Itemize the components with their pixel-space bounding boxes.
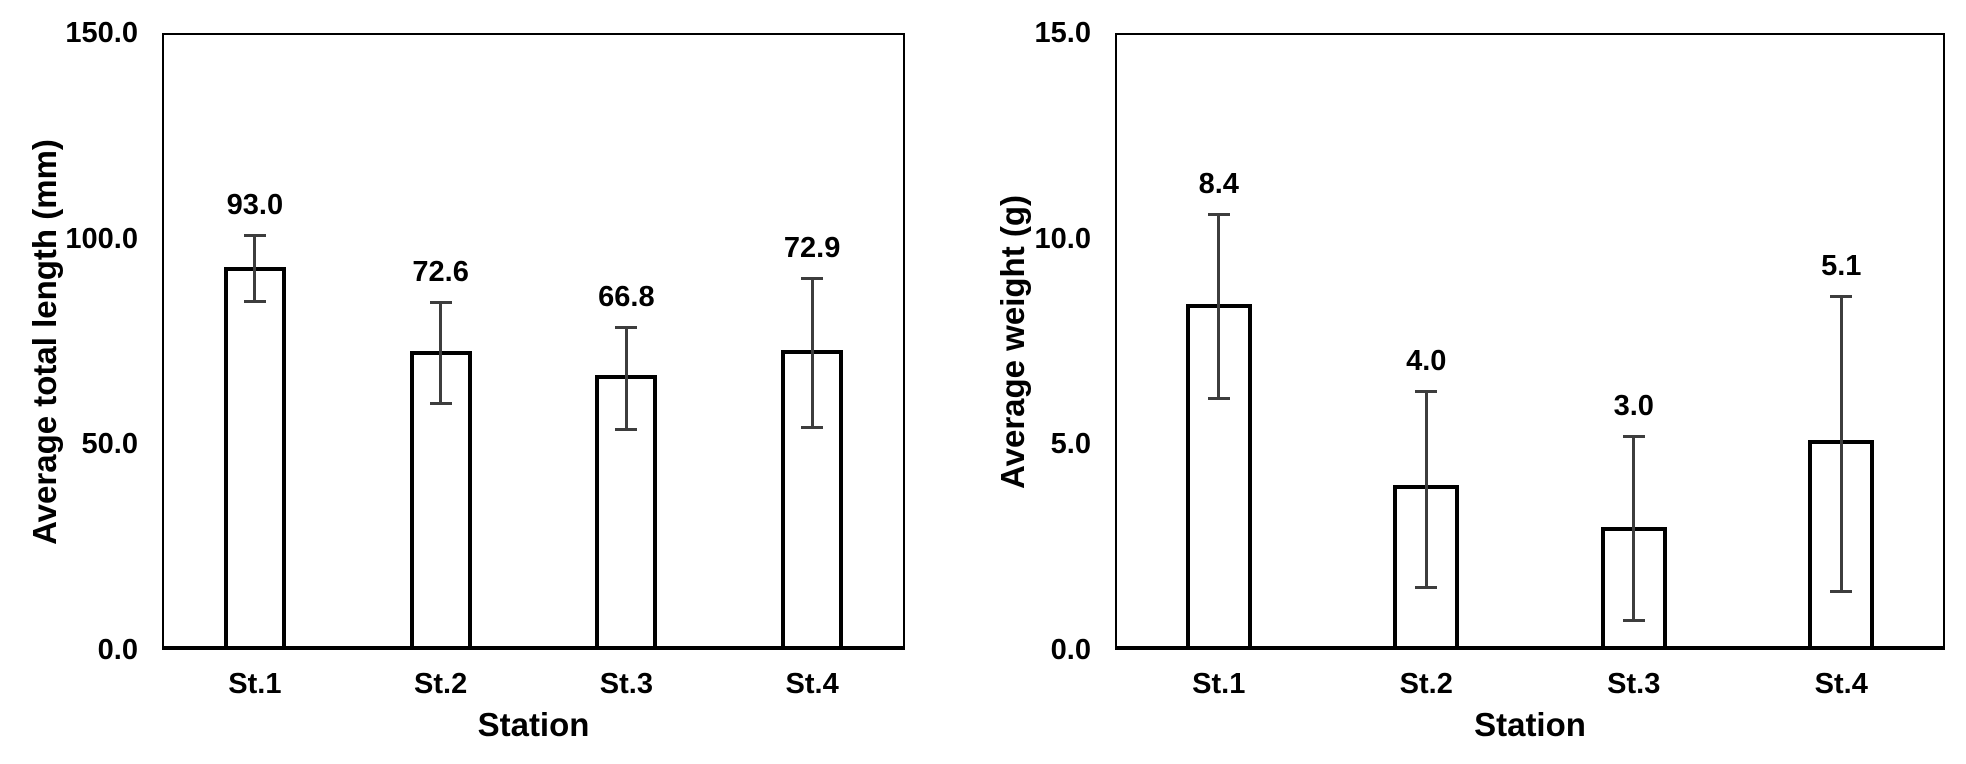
y-axis-title-left: Average total length (mm) bbox=[26, 138, 63, 545]
y-tick-label: 150.0 bbox=[65, 17, 138, 49]
error-bar-cap-bottom bbox=[615, 427, 638, 431]
bar-value-label: 5.1 bbox=[1821, 250, 1862, 283]
bar-value-label: 4.0 bbox=[1406, 344, 1447, 377]
error-bar-cap-bottom bbox=[1830, 590, 1853, 594]
bar-value-label: 3.0 bbox=[1613, 390, 1654, 423]
error-bar-cap-bottom bbox=[1415, 586, 1438, 590]
error-bar-cap-top bbox=[1207, 212, 1230, 216]
x-tick-label: St.2 bbox=[1399, 668, 1453, 700]
error-bar-cap-top bbox=[1415, 389, 1438, 393]
x-axis-title-left: Station bbox=[477, 706, 590, 743]
x-tick-label: St.3 bbox=[1607, 668, 1661, 700]
y-axis-title-right: Average weight (g) bbox=[994, 194, 1031, 489]
bar-value-label: 66.8 bbox=[598, 281, 655, 314]
y-tick-label: 10.0 bbox=[1034, 222, 1091, 255]
error-bar-cap-bottom bbox=[1622, 619, 1645, 623]
bar-value-label: 8.4 bbox=[1198, 167, 1239, 200]
error-bar-line bbox=[1217, 213, 1221, 400]
error-bar-cap-top bbox=[1830, 295, 1853, 299]
error-bar-line bbox=[1632, 436, 1636, 622]
x-tick-label: St.4 bbox=[1814, 668, 1868, 700]
bar-value-label: 72.6 bbox=[412, 256, 469, 289]
error-bar-line bbox=[1424, 390, 1428, 589]
error-bar-line bbox=[624, 327, 628, 430]
error-bar-cap-top bbox=[243, 234, 266, 238]
x-tick-label: St.4 bbox=[785, 668, 839, 700]
x-tick-label: St.1 bbox=[228, 668, 282, 700]
error-bar-cap-top bbox=[801, 276, 824, 280]
error-bar-cap-top bbox=[1622, 435, 1645, 439]
x-tick-label: St.3 bbox=[599, 668, 653, 700]
error-bar-cap-top bbox=[429, 301, 452, 305]
bar-value-label: 93.0 bbox=[226, 189, 284, 222]
error-bar-cap-bottom bbox=[243, 299, 266, 303]
y-tick-label: 0.0 bbox=[97, 634, 138, 666]
y-tick-label: 100.0 bbox=[65, 222, 138, 255]
error-bar-line bbox=[1839, 296, 1843, 593]
x-tick-label: St.2 bbox=[414, 668, 468, 700]
y-tick-label: 15.0 bbox=[1034, 17, 1091, 49]
plot-area-right bbox=[1115, 33, 1945, 650]
bar-st1 bbox=[223, 267, 286, 650]
y-tick-label: 5.0 bbox=[1050, 428, 1091, 461]
error-bar-cap-bottom bbox=[801, 425, 824, 429]
bar-value-label: 72.9 bbox=[783, 231, 841, 264]
error-bar-line bbox=[439, 302, 443, 405]
error-bar-cap-bottom bbox=[429, 402, 452, 406]
error-bar-line bbox=[810, 277, 814, 428]
x-axis-title-right: Station bbox=[1474, 706, 1586, 743]
x-tick-label: St.1 bbox=[1192, 668, 1246, 700]
y-tick-label: 0.0 bbox=[1050, 634, 1091, 666]
error-bar-cap-bottom bbox=[1207, 397, 1230, 401]
error-bar-line bbox=[253, 235, 257, 302]
y-tick-label: 50.0 bbox=[81, 428, 138, 461]
error-bar-cap-top bbox=[615, 326, 638, 330]
